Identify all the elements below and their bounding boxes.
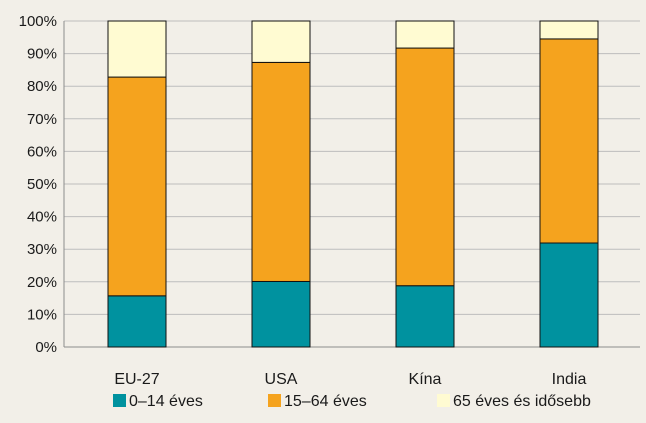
y-tick-label: 50% — [27, 176, 57, 193]
bar-segment — [251, 61, 311, 282]
bar-segment — [251, 20, 311, 63]
x-axis-category-labels: EU-27 USA Kína India — [114, 371, 586, 388]
legend-swatch — [268, 394, 281, 407]
y-tick-label: 80% — [27, 78, 57, 95]
x-category-label: EU-27 — [114, 371, 159, 388]
bar-segment — [107, 20, 167, 78]
y-tick-label: 30% — [27, 241, 57, 258]
y-tick-label: 10% — [27, 306, 57, 323]
y-tick-label: 70% — [27, 111, 57, 128]
bar-segment — [395, 47, 455, 287]
x-category-label: India — [552, 371, 587, 388]
bar-segment — [395, 285, 455, 348]
legend-label: 15–64 éves — [284, 393, 367, 410]
legend-label: 0–14 éves — [129, 393, 203, 410]
bar-segment — [251, 280, 311, 348]
legend-swatch — [113, 394, 126, 407]
x-category-label: Kína — [409, 371, 442, 388]
y-tick-label: 40% — [27, 209, 57, 226]
y-tick-label: 0% — [35, 339, 57, 356]
y-tick-label: 100% — [19, 13, 57, 30]
bars — [107, 20, 599, 348]
bar-segment — [539, 20, 599, 40]
bar-segment — [107, 76, 167, 297]
y-tick-label: 90% — [27, 46, 57, 63]
x-category-label: USA — [265, 371, 298, 388]
y-tick-label: 20% — [27, 274, 57, 291]
legend: 0–14 éves 15–64 éves 65 éves és idősebb — [113, 393, 591, 410]
bar-segment — [539, 242, 599, 348]
bar-segment — [395, 20, 455, 49]
bar-segment — [539, 38, 599, 244]
legend-label: 65 éves és idősebb — [453, 393, 591, 410]
y-tick-label: 60% — [27, 143, 57, 160]
y-axis-tick-labels: 0% 10% 20% 30% 40% 50% 60% 70% 80% 90% 100% — [19, 13, 57, 356]
legend-swatch — [437, 394, 450, 407]
bar-segment — [107, 295, 167, 348]
